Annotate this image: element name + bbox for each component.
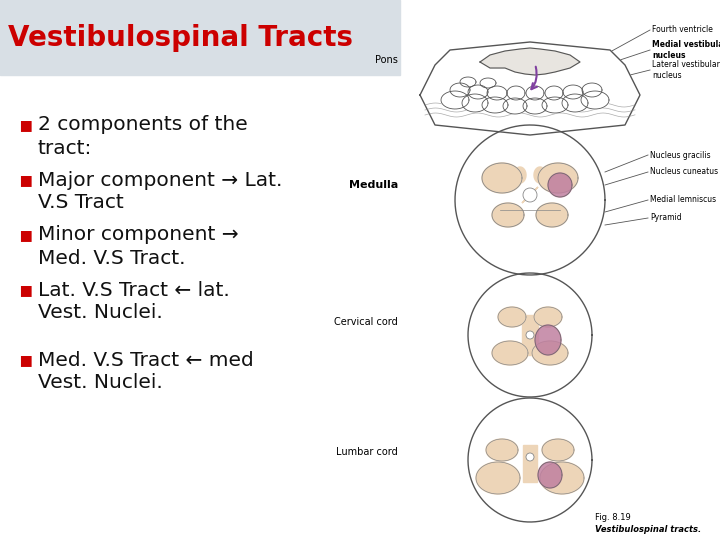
Text: Pons: Pons	[375, 55, 398, 65]
Text: Vest. Nuclei.: Vest. Nuclei.	[38, 374, 163, 393]
Polygon shape	[532, 341, 568, 365]
Polygon shape	[487, 86, 507, 100]
Polygon shape	[536, 203, 568, 227]
Text: Lumbar cord: Lumbar cord	[336, 447, 398, 457]
Polygon shape	[538, 163, 578, 193]
Polygon shape	[523, 98, 547, 114]
Polygon shape	[468, 398, 592, 522]
Polygon shape	[441, 91, 469, 109]
Text: Vestibulospinal Tracts: Vestibulospinal Tracts	[8, 24, 353, 52]
Polygon shape	[482, 97, 508, 113]
Polygon shape	[498, 307, 526, 327]
Polygon shape	[538, 462, 562, 488]
Polygon shape	[482, 163, 522, 193]
Circle shape	[523, 188, 537, 202]
Text: Nucleus gracilis: Nucleus gracilis	[650, 151, 711, 159]
Polygon shape	[534, 307, 562, 327]
Polygon shape	[522, 187, 538, 203]
Polygon shape	[480, 48, 580, 75]
Polygon shape	[545, 86, 563, 100]
Polygon shape	[514, 167, 526, 183]
Text: ▪: ▪	[18, 170, 32, 190]
Text: 2 components of the: 2 components of the	[38, 116, 248, 134]
Text: Minor component →: Minor component →	[38, 226, 238, 245]
Text: Pyramid: Pyramid	[650, 213, 682, 222]
Polygon shape	[476, 462, 520, 494]
Text: Vestibulospinal tracts.: Vestibulospinal tracts.	[595, 525, 701, 535]
Text: Medial vestibular
nucleus: Medial vestibular nucleus	[652, 40, 720, 60]
Polygon shape	[563, 85, 583, 99]
Text: Med. V.S Tract ← med: Med. V.S Tract ← med	[38, 350, 253, 369]
Text: Fig. 8.19: Fig. 8.19	[595, 514, 631, 523]
Polygon shape	[582, 83, 602, 97]
Polygon shape	[503, 98, 527, 114]
Text: Vest. Nuclei.: Vest. Nuclei.	[38, 303, 163, 322]
Polygon shape	[523, 445, 537, 482]
Polygon shape	[492, 203, 524, 227]
Polygon shape	[468, 273, 592, 397]
Text: Medulla: Medulla	[348, 180, 398, 190]
Polygon shape	[526, 86, 544, 100]
Polygon shape	[535, 325, 561, 355]
Text: ▪: ▪	[18, 280, 32, 300]
Polygon shape	[462, 94, 488, 112]
Text: Lateral vestibular
nucleus: Lateral vestibular nucleus	[652, 60, 720, 80]
Polygon shape	[581, 91, 609, 109]
Polygon shape	[542, 97, 568, 113]
Polygon shape	[486, 439, 518, 461]
Text: ▪: ▪	[18, 225, 32, 245]
Polygon shape	[522, 315, 538, 355]
Text: Nucleus cuneatus: Nucleus cuneatus	[650, 167, 718, 177]
Polygon shape	[450, 83, 470, 97]
Text: Lat. V.S Tract ← lat.: Lat. V.S Tract ← lat.	[38, 280, 230, 300]
Text: Fourth ventricle: Fourth ventricle	[652, 25, 713, 35]
Polygon shape	[468, 85, 488, 99]
Circle shape	[526, 453, 534, 461]
Text: Med. V.S Tract.: Med. V.S Tract.	[38, 248, 186, 267]
Polygon shape	[507, 86, 525, 100]
Text: V.S Tract: V.S Tract	[38, 193, 124, 213]
Polygon shape	[480, 78, 496, 88]
Polygon shape	[542, 439, 574, 461]
Text: ▪: ▪	[18, 115, 32, 135]
Text: Major component → Lat.: Major component → Lat.	[38, 171, 282, 190]
Circle shape	[526, 331, 534, 339]
Polygon shape	[455, 125, 605, 275]
Polygon shape	[492, 341, 528, 365]
Polygon shape	[420, 42, 640, 135]
Polygon shape	[548, 173, 572, 197]
Polygon shape	[534, 167, 546, 183]
Bar	[0, 0, 400, 75]
Text: Medial lemniscus: Medial lemniscus	[650, 195, 716, 205]
Text: ▪: ▪	[18, 350, 32, 370]
Polygon shape	[460, 77, 476, 87]
Polygon shape	[540, 462, 584, 494]
Polygon shape	[562, 94, 588, 112]
Text: Cervical cord: Cervical cord	[334, 317, 398, 327]
Text: tract:: tract:	[38, 138, 92, 158]
